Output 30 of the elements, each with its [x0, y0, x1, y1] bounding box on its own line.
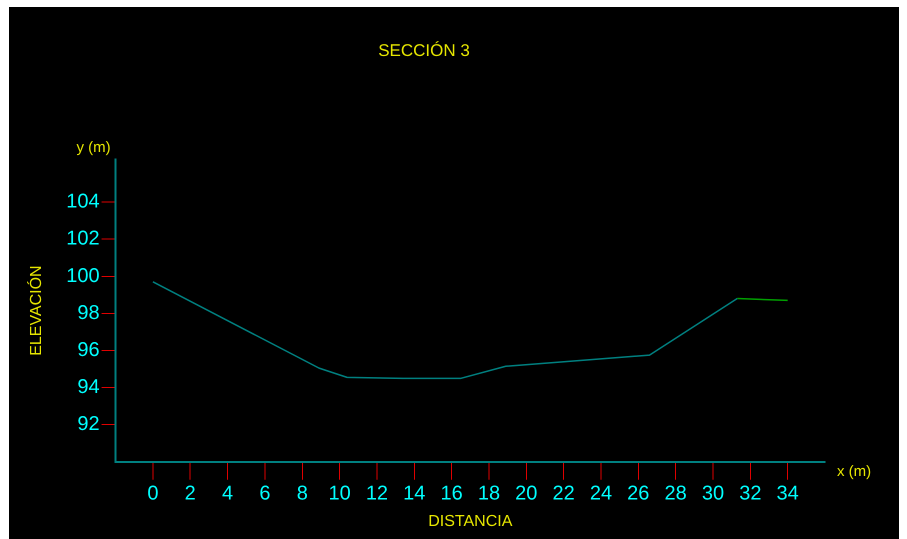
x-tick-label: 14: [403, 482, 426, 504]
x-tick-label: 2: [184, 482, 196, 504]
y-tick-label: 92: [77, 413, 100, 436]
y-axis-title: ELEVACIÓN: [27, 265, 46, 356]
x-tick-label: 22: [552, 482, 575, 504]
y-tick-label: 98: [77, 302, 100, 324]
x-tick-label: 30: [702, 482, 724, 504]
x-tick-label: 8: [296, 482, 308, 504]
text: x (m): [837, 462, 872, 480]
x-tick-label: 34: [776, 482, 799, 504]
x-tick-label: 4: [222, 482, 234, 504]
x-tick-label: 32: [739, 482, 762, 504]
x-tick-label: 10: [328, 482, 351, 504]
y-tick-label: 102: [66, 228, 100, 250]
y-tick-label: 104: [66, 190, 100, 213]
x-tick-label: 16: [440, 482, 463, 504]
chart-title: SECCIÓN 3: [378, 40, 470, 60]
x-tick-label: 0: [147, 482, 158, 504]
x-axis-title: DISTANCIA: [428, 512, 513, 530]
x-tick-label: 18: [478, 482, 500, 504]
text: y (m): [76, 139, 111, 156]
y-tick-label: 96: [77, 339, 100, 362]
x-tick-label: 28: [664, 482, 687, 504]
x-tick-label: 24: [590, 482, 612, 504]
x-tick-label: 6: [259, 482, 270, 504]
y-tick-label: 94: [77, 376, 100, 398]
x-tick-label: 20: [515, 482, 538, 504]
x-tick-label: 12: [366, 482, 388, 504]
y-tick-label: 100: [66, 264, 100, 287]
x-tick-label: 26: [627, 482, 650, 504]
